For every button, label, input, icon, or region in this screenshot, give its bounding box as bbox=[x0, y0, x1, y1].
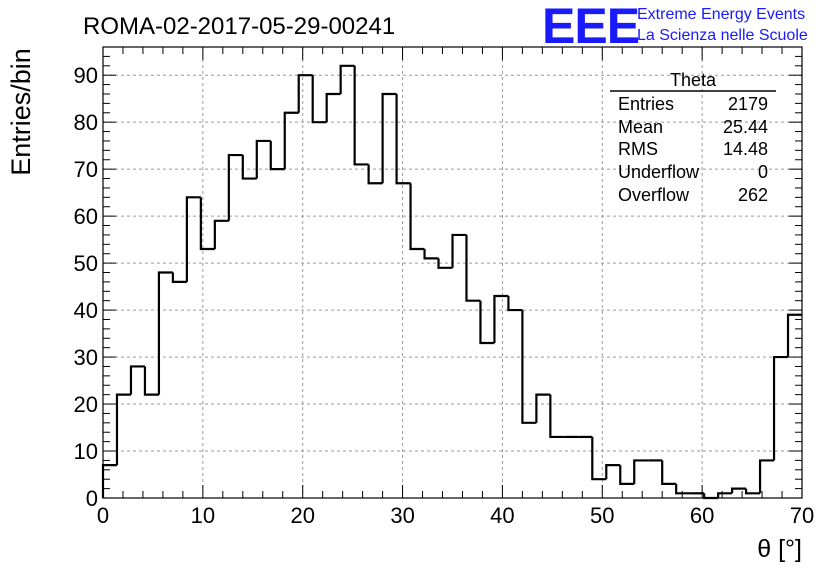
histogram-bin-45 bbox=[731, 487, 747, 494]
histogram-bin-21 bbox=[395, 93, 411, 185]
stats-value-overflow: 262 bbox=[738, 185, 768, 205]
stats-value-entries: 2179 bbox=[728, 94, 768, 114]
histogram-bin-35 bbox=[591, 436, 607, 481]
y-tick-label-5: 50 bbox=[74, 251, 98, 276]
histogram-bin-4 bbox=[157, 271, 173, 395]
histogram-bin-16 bbox=[325, 92, 341, 123]
histogram-bin-36 bbox=[605, 464, 621, 480]
histogram-bin-47 bbox=[758, 459, 775, 494]
histogram-bin-23 bbox=[423, 249, 439, 260]
stats-label-rms: RMS bbox=[618, 139, 658, 159]
grid-lines bbox=[103, 47, 802, 498]
histogram-bin-24 bbox=[437, 258, 453, 269]
histogram-bin-5 bbox=[171, 272, 187, 283]
histogram-bin-43 bbox=[703, 493, 719, 500]
y-tick-label-7: 70 bbox=[74, 157, 98, 182]
histogram-bin-1 bbox=[115, 393, 131, 466]
x-tick-label-6: 60 bbox=[690, 503, 714, 528]
stats-label-underflow: Underflow bbox=[618, 162, 700, 182]
histogram-bin-26 bbox=[465, 234, 481, 302]
histogram-bin-17 bbox=[339, 64, 355, 94]
eee-logo-line2: La Scienza nelle Scuole bbox=[637, 27, 808, 44]
y-tick-label-6: 60 bbox=[74, 204, 98, 229]
y-tick-label-2: 20 bbox=[74, 392, 98, 417]
x-tick-label-2: 20 bbox=[290, 503, 314, 528]
histogram-bin-2 bbox=[129, 365, 145, 395]
histogram-bin-37 bbox=[619, 465, 635, 486]
histogram-bin-32 bbox=[549, 394, 565, 439]
histogram-bin-27 bbox=[479, 300, 495, 345]
stats-box: Theta Entries 2179 Mean 25.44 RMS 14.48 … bbox=[610, 70, 776, 205]
y-tick-labels: 0 10 20 30 40 50 60 70 80 90 bbox=[74, 63, 98, 511]
x-tick-label-5: 50 bbox=[590, 503, 614, 528]
y-tick-label-0: 0 bbox=[86, 486, 98, 511]
y-tick-label-4: 40 bbox=[74, 298, 98, 323]
y-tick-label-9: 90 bbox=[74, 63, 98, 88]
y-axis-label: Entries/bin bbox=[6, 48, 36, 176]
stats-value-underflow: 0 bbox=[758, 162, 768, 182]
histogram-bin-28 bbox=[493, 294, 509, 343]
stats-label-mean: Mean bbox=[618, 117, 663, 137]
histogram-bin-8 bbox=[213, 219, 229, 250]
eee-logo-line1: Extreme Energy Events bbox=[637, 6, 805, 23]
x-tick-label-0: 0 bbox=[97, 503, 109, 528]
histogram-bin-46 bbox=[744, 488, 761, 495]
x-tick-label-4: 40 bbox=[490, 503, 514, 528]
histogram-bin-20 bbox=[381, 92, 397, 184]
x-axis-label: θ [°] bbox=[757, 535, 802, 563]
stats-label-overflow: Overflow bbox=[618, 185, 690, 205]
axis-ticks bbox=[102, 46, 803, 499]
x-tick-label-7: 70 bbox=[790, 503, 814, 528]
histogram-bin-18 bbox=[353, 65, 369, 166]
histogram-bin-13 bbox=[283, 111, 299, 170]
eee-logo-mark: EEE bbox=[542, 0, 639, 54]
y-tick-label-3: 30 bbox=[74, 345, 98, 370]
histogram-bin-38 bbox=[633, 459, 649, 484]
histogram-bin-29 bbox=[507, 295, 523, 312]
y-tick-label-1: 10 bbox=[74, 439, 98, 464]
histogram-bin-3 bbox=[143, 366, 159, 396]
chart-title: ROMA-02-2017-05-29-00241 bbox=[83, 13, 395, 40]
x-tick-label-1: 10 bbox=[191, 503, 215, 528]
y-tick-label-8: 80 bbox=[74, 110, 98, 135]
histogram-bin-9 bbox=[227, 153, 243, 221]
x-tick-labels: 0 10 20 30 40 50 60 70 bbox=[97, 503, 814, 528]
stats-title: Theta bbox=[670, 70, 717, 90]
plot-frame bbox=[102, 46, 803, 499]
x-tick-label-3: 30 bbox=[390, 503, 414, 528]
histogram-bin-30 bbox=[521, 310, 537, 424]
histogram-bin-15 bbox=[311, 75, 327, 124]
eee-logo: EEE Extreme Energy Events La Scienza nel… bbox=[542, 0, 808, 54]
histogram-bin-6 bbox=[185, 196, 201, 282]
stats-label-entries: Entries bbox=[618, 94, 674, 114]
histogram-bin-10 bbox=[241, 155, 257, 180]
histogram-bin-14 bbox=[297, 74, 313, 113]
histogram-bin-11 bbox=[255, 139, 271, 179]
histogram-bin-12 bbox=[269, 140, 285, 171]
histogram-bin-41 bbox=[675, 483, 691, 495]
histogram-bin-40 bbox=[661, 460, 677, 486]
histogram-bin-22 bbox=[409, 183, 425, 251]
stats-value-mean: 25.44 bbox=[723, 117, 768, 137]
histogram-bin-49 bbox=[786, 313, 802, 358]
histogram-bin-7 bbox=[199, 197, 215, 251]
histogram-bin-25 bbox=[451, 233, 467, 268]
histogram-bin-31 bbox=[535, 393, 551, 423]
histogram-bin-48 bbox=[772, 355, 789, 461]
histogram-bars bbox=[101, 64, 802, 500]
histogram-bin-44 bbox=[717, 492, 733, 498]
histogram-bin-19 bbox=[367, 164, 383, 185]
stats-value-rms: 14.48 bbox=[723, 139, 768, 159]
